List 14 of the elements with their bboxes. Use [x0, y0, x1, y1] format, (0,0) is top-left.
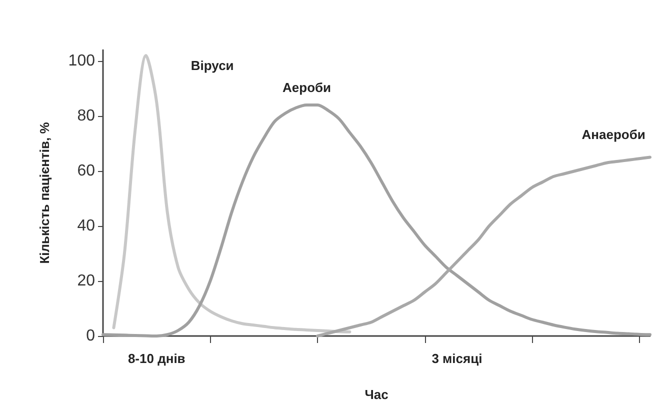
y-tick-label: 100: [68, 52, 96, 70]
y-tick-label: 20: [77, 272, 96, 290]
y-axis-title: Кількість пацієнтів, %: [37, 122, 52, 264]
series-label: Аероби: [282, 80, 332, 95]
series-label: Анаероби: [582, 127, 646, 142]
y-tick-label: 60: [77, 162, 96, 180]
y-tick-label: 40: [77, 218, 96, 234]
x-tick-label: 3 місяці: [432, 351, 482, 366]
x-axis-title: Час: [364, 387, 388, 402]
line-series: [112, 54, 352, 334]
y-tick-label: 0: [86, 328, 96, 344]
text: Віруси: [190, 58, 234, 73]
y-tick-label: 80: [77, 108, 96, 124]
x-tick-label: 8-10 днів: [128, 351, 186, 366]
